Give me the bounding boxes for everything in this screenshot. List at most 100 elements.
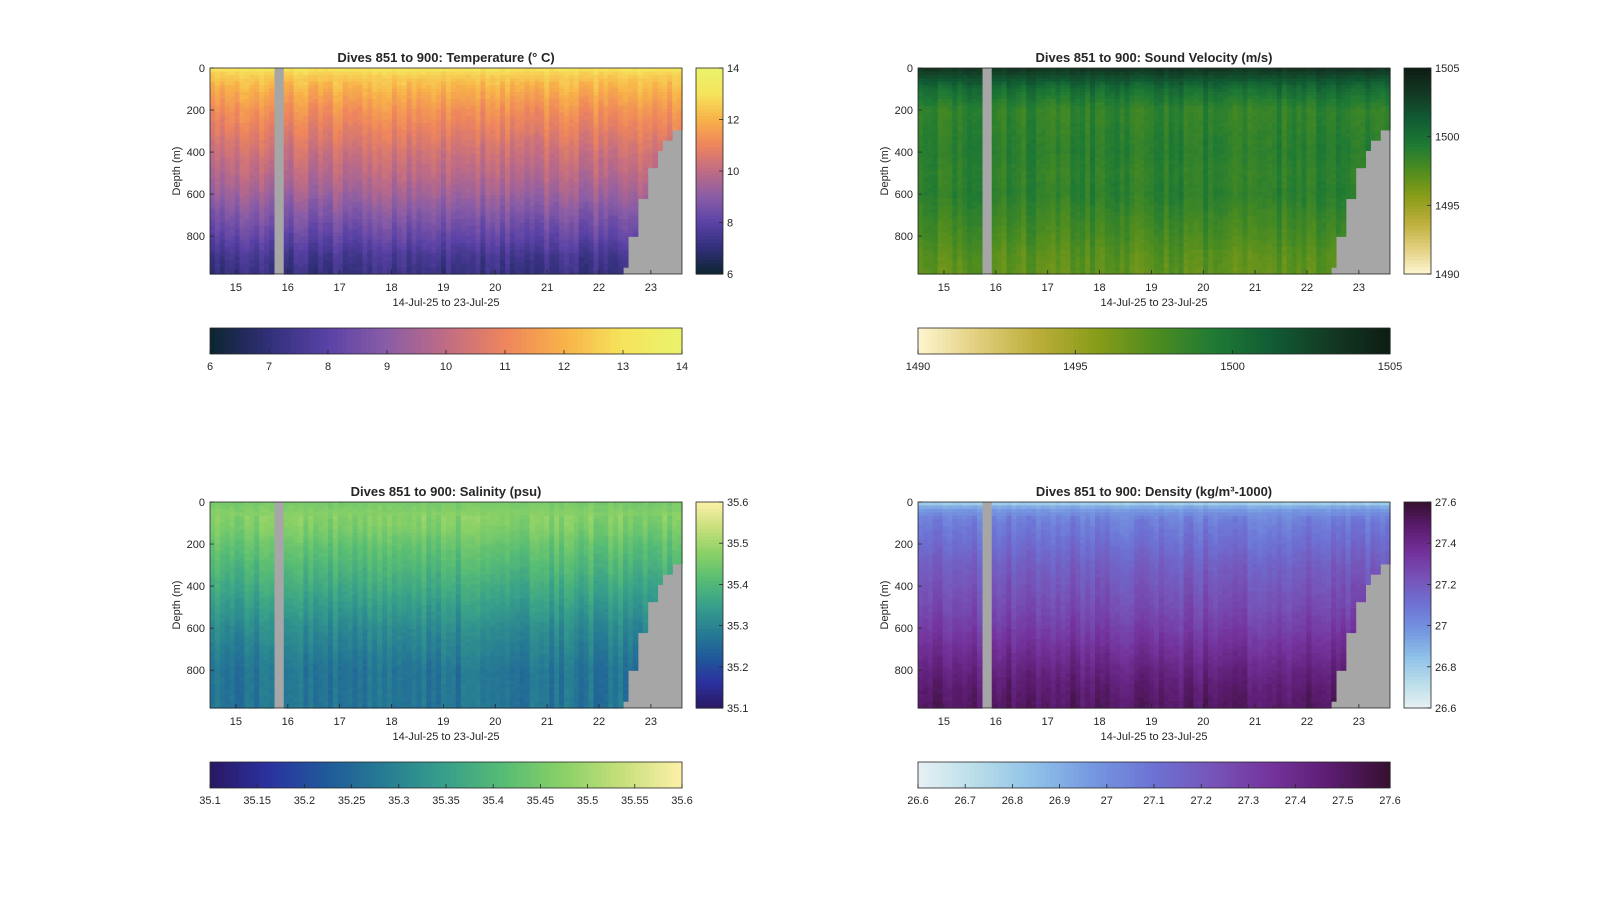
heatmap-cell (210, 88, 216, 93)
heatmap-cell (288, 181, 295, 186)
heatmap-cell (431, 225, 437, 230)
heatmap-cell (490, 71, 496, 76)
heatmap-cell (357, 109, 364, 114)
heatmap-cell (387, 122, 393, 127)
heatmap-cell (480, 181, 486, 186)
heatmap-cell (608, 126, 614, 131)
heatmap-cell (509, 81, 516, 86)
heatmap-cell (470, 157, 477, 162)
heatmap-cell (411, 146, 418, 151)
heatmap-cell (244, 116, 250, 121)
heatmap-cell (618, 174, 624, 179)
heatmap-cell (323, 85, 329, 90)
heatmap-cell (303, 164, 309, 169)
heatmap-cell (347, 74, 354, 79)
heatmap-cell (396, 71, 403, 76)
heatmap-cell (490, 171, 496, 176)
heatmap-cell (505, 263, 511, 268)
heatmap-cell (328, 243, 334, 248)
heatmap-cell (347, 78, 354, 83)
heatmap-cell (618, 109, 624, 114)
heatmap-cell (441, 246, 447, 251)
heatmap-cell (544, 243, 550, 248)
heatmap-cell (505, 267, 511, 272)
heatmap-cell (554, 201, 560, 206)
heatmap-cell (283, 129, 290, 134)
heatmap-cell (254, 85, 260, 90)
heatmap-cell (259, 232, 265, 237)
heatmap-cell (505, 116, 511, 121)
heatmap-cell (416, 85, 423, 90)
heatmap-cell (269, 95, 275, 100)
heatmap-cell (293, 181, 300, 186)
heatmap-cell (328, 74, 334, 79)
heatmap-cell (244, 270, 250, 275)
heatmap-cell (514, 153, 521, 158)
heatmap-cell (249, 133, 255, 138)
heatmap-cell (529, 105, 536, 110)
heatmap-cell (529, 174, 536, 179)
heatmap-cell (303, 122, 309, 127)
heatmap-cell (480, 85, 486, 90)
heatmap-cell (347, 184, 354, 189)
heatmap-cell (450, 68, 457, 73)
heatmap-cell (593, 167, 600, 172)
heatmap-cell (210, 71, 216, 76)
heatmap-cell (421, 78, 427, 83)
heatmap-cell (441, 267, 447, 272)
heatmap-cell (318, 122, 324, 127)
heatmap-cell (436, 88, 442, 93)
heatmap-cell (259, 95, 265, 100)
heatmap-cell (352, 171, 359, 176)
heatmap-cell (421, 184, 427, 189)
heatmap-cell (460, 160, 467, 165)
heatmap-cell (298, 201, 305, 206)
heatmap-cell (475, 243, 482, 248)
heatmap-cell (593, 88, 600, 93)
heatmap-cell (554, 249, 560, 254)
heatmap-cell (352, 95, 359, 100)
heatmap-cell (568, 112, 575, 117)
heatmap-cell (446, 85, 452, 90)
heatmap-cell (539, 98, 545, 103)
heatmap-cell (529, 236, 536, 241)
heatmap-cell (288, 215, 295, 220)
heatmap-cell (564, 171, 570, 176)
heatmap-cell (519, 112, 526, 117)
heatmap-cell (623, 133, 629, 138)
heatmap-cell (308, 243, 314, 248)
heatmap-cell (396, 109, 403, 114)
heatmap-cell (500, 92, 506, 97)
heatmap-cell (406, 263, 413, 268)
heatmap-cell (509, 71, 516, 76)
heatmap-cell (239, 181, 246, 186)
heatmap-cell (269, 174, 275, 179)
heatmap-cell (362, 219, 368, 224)
heatmap-cell (357, 160, 364, 165)
heatmap-cell (568, 263, 575, 268)
heatmap-cell (224, 92, 231, 97)
heatmap-cell (372, 88, 378, 93)
heatmap-cell (357, 260, 364, 265)
heatmap-cell (524, 153, 531, 158)
heatmap-cell (524, 136, 531, 141)
heatmap-cell (308, 126, 314, 131)
heatmap-cell (269, 249, 275, 254)
heatmap-cell (337, 177, 344, 182)
heatmap-cell (613, 174, 619, 179)
heatmap-cell (357, 270, 364, 275)
heatmap-cell (588, 129, 595, 134)
heatmap-cell (593, 160, 600, 165)
heatmap-cell (244, 68, 250, 73)
heatmap-cell (446, 146, 452, 151)
heatmap-cell (214, 150, 221, 155)
heatmap-cell (450, 270, 457, 275)
heatmap-cell (313, 225, 319, 230)
heatmap-cell (514, 201, 521, 206)
heatmap-cell (475, 78, 482, 83)
heatmap-cell (470, 260, 477, 265)
heatmap-cell (219, 177, 226, 182)
heatmap-cell (362, 150, 368, 155)
heatmap-cell (269, 85, 275, 90)
heatmap-cell (269, 188, 275, 193)
